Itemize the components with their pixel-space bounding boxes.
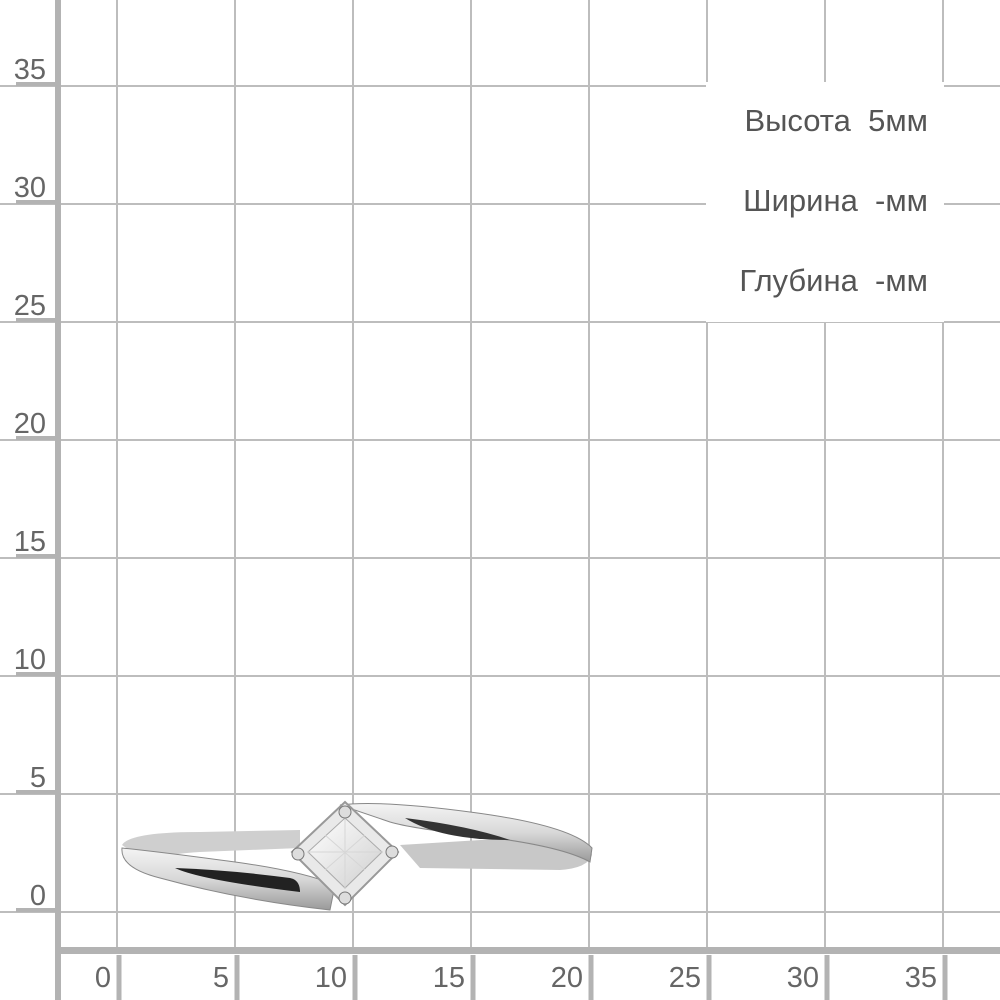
x-axis-label: 0 [95, 962, 111, 994]
x-axis-label: 20 [551, 962, 583, 994]
y-axis-label: 10 [14, 644, 46, 676]
y-axis-label: 30 [14, 172, 46, 204]
x-axis-bar [55, 947, 1000, 954]
x-axis-label: 5 [213, 962, 229, 994]
x-axis-label: 35 [905, 962, 937, 994]
y-axis-label: 20 [14, 408, 46, 440]
spec-width: Ширина -мм [743, 183, 928, 218]
y-axis-bar [55, 0, 61, 1000]
x-axis-label: 25 [669, 962, 701, 994]
y-axis-label: 35 [14, 54, 46, 86]
y-axis-label: 5 [30, 762, 46, 794]
y-axis-label: 25 [14, 290, 46, 322]
specs-panel [706, 82, 944, 322]
y-axis-label: 15 [14, 526, 46, 558]
x-axis-label: 30 [787, 962, 819, 994]
x-axis-label: 10 [315, 962, 347, 994]
y-axis-label: 0 [30, 880, 46, 912]
x-axis-label: 15 [433, 962, 465, 994]
spec-height: Высота 5мм [744, 103, 928, 138]
spec-depth: Глубина -мм [739, 263, 928, 298]
